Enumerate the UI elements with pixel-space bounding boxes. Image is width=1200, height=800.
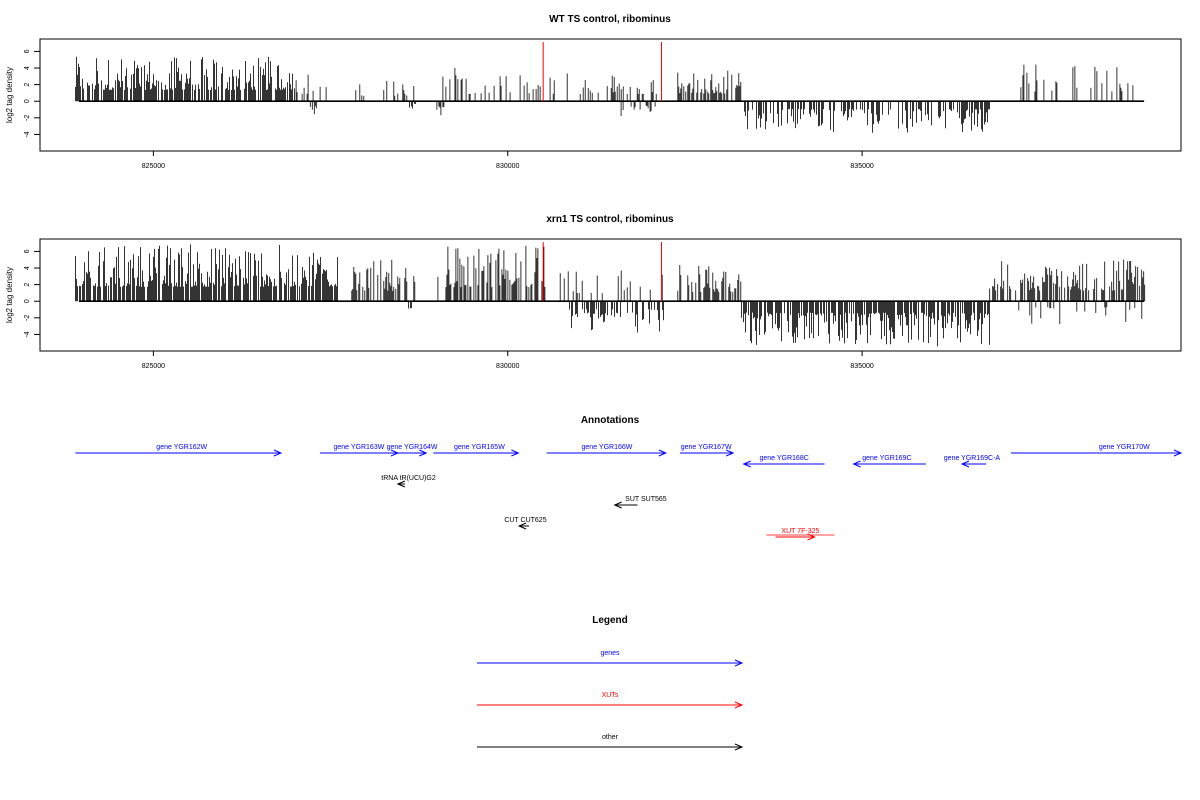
- x-tick-label: 830000: [496, 363, 519, 370]
- y-tick-label: -2: [24, 315, 31, 321]
- feature-label: gene YGR169C: [862, 455, 911, 462]
- y-tick-label: -4: [24, 131, 31, 137]
- arrow-head: [419, 449, 428, 457]
- x-tick-label: 835000: [850, 363, 873, 370]
- arrow-head: [517, 522, 527, 530]
- feature-label: gene YGR169C-A: [944, 455, 1001, 462]
- y-tick-label: 6: [24, 49, 31, 53]
- legend-panel: Legend genes XUTs other: [477, 615, 744, 751]
- xrn1-y-axis-label: log2 tag density: [5, 267, 14, 323]
- wt-x-axis: 825000 830000 835000: [142, 151, 874, 170]
- legend-label: other: [602, 734, 619, 741]
- feature-label: tRNA tR(UCU)G2: [381, 475, 436, 482]
- feature-label: gene YGR167W: [681, 444, 732, 451]
- arrow-head: [852, 460, 861, 468]
- feature-label: XUT 7F-325: [781, 528, 819, 535]
- y-tick-label: 0: [24, 299, 31, 303]
- wt-track-title: WT TS control, ribominus: [549, 14, 671, 25]
- wt-track-panel: WT TS control, ribominus log2 tag densit…: [5, 14, 1182, 170]
- y-tick-label: -2: [24, 115, 31, 121]
- feature-label: gene YGR165W: [454, 444, 505, 451]
- xrn1-y-axis: -4 -2 0 2 4 6: [24, 249, 40, 338]
- x-tick-label: 830000: [496, 163, 519, 170]
- y-tick-label: 4: [24, 266, 31, 270]
- arrow-head: [658, 449, 668, 457]
- arrow-head: [725, 449, 735, 457]
- legend-items: genes XUTs other: [477, 650, 744, 751]
- arrow-head: [511, 449, 520, 457]
- y-tick-label: -4: [24, 331, 31, 337]
- wt-y-axis: -4 -2 0 2 4 6: [24, 49, 40, 138]
- feature-label: gene YGR170W: [1099, 444, 1150, 451]
- feature-label: gene YGR164W: [387, 444, 438, 451]
- feature-label: gene YGR162W: [156, 444, 207, 451]
- wt-y-axis-label: log2 tag density: [5, 67, 14, 123]
- y-tick-label: 2: [24, 83, 31, 87]
- annotations-title: Annotations: [581, 415, 640, 426]
- xrn1-plot-frame: [39, 238, 1182, 352]
- feature-label: SUT SUT565: [625, 496, 667, 503]
- xrn1-track-panel: xrn1 TS control, ribominus log2 tag dens…: [5, 214, 1182, 370]
- arrow-head: [1173, 449, 1183, 457]
- arrow-head: [396, 480, 406, 488]
- xrn1-marker-lines: [542, 242, 663, 302]
- x-tick-label: 835000: [850, 163, 873, 170]
- wt-plot-frame: [39, 38, 1182, 152]
- wt-marker-lines: [542, 42, 663, 102]
- arrow-head: [742, 460, 751, 468]
- legend-title: Legend: [592, 615, 628, 626]
- arrow-head: [960, 460, 970, 468]
- wt-bars: [75, 56, 1145, 133]
- feature-label: gene YGR168C: [759, 455, 808, 462]
- annotations-panel: Annotations gene YGR162W gene YGR163W gene…: [75, 415, 1183, 541]
- y-tick-label: 4: [24, 66, 31, 70]
- y-tick-label: 0: [24, 99, 31, 103]
- y-tick-label: 6: [24, 249, 31, 253]
- x-tick-label: 825000: [142, 163, 165, 170]
- feature-label: CUT CUT625: [504, 517, 546, 524]
- xrn1-x-axis: 825000 830000 835000: [142, 351, 874, 370]
- feature-label: gene YGR163W: [333, 444, 384, 451]
- feature-list: gene YGR162W gene YGR163W gene YGR164W gene…: [75, 444, 1183, 541]
- legend-arrow-head: [734, 659, 744, 667]
- x-tick-label: 825000: [142, 363, 165, 370]
- y-tick-label: 2: [24, 283, 31, 287]
- arrow-head: [273, 449, 283, 457]
- feature-label: gene YGR166W: [582, 444, 633, 451]
- legend-label: XUTs: [602, 692, 619, 699]
- xrn1-track-title: xrn1 TS control, ribominus: [546, 214, 674, 225]
- legend-label: genes: [600, 650, 620, 657]
- arrow-head: [613, 501, 622, 509]
- xrn1-bars: [75, 244, 1146, 347]
- legend-arrow-head: [734, 701, 744, 709]
- legend-arrow-head: [734, 743, 744, 751]
